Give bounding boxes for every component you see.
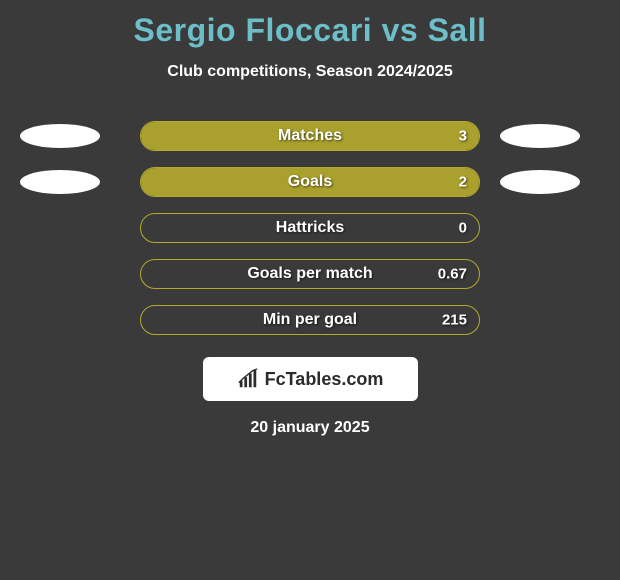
logo-badge[interactable]: FcTables.com <box>203 357 418 401</box>
date-text: 20 january 2025 <box>250 419 369 437</box>
chart-area: Matches 3 Goals 2 Hattricks 0 <box>0 121 620 335</box>
bar-row: Min per goal 215 <box>0 305 620 335</box>
page-subtitle: Club competitions, Season 2024/2025 <box>167 63 452 81</box>
bar-outer: Min per goal 215 <box>140 305 480 335</box>
bar-label: Goals <box>288 173 332 191</box>
bar-row: Goals per match 0.67 <box>0 259 620 289</box>
bar-value: 2 <box>459 174 467 191</box>
page-title: Sergio Floccari vs Sall <box>134 12 487 49</box>
ellipse-left <box>20 170 100 194</box>
chart-icon <box>237 368 259 390</box>
ellipse-right <box>500 170 580 194</box>
bar-row: Hattricks 0 <box>0 213 620 243</box>
bar-label: Hattricks <box>276 219 344 237</box>
ellipse-left <box>20 124 100 148</box>
bar-outer: Matches 3 <box>140 121 480 151</box>
bar-row: Goals 2 <box>0 167 620 197</box>
logo-text: FcTables.com <box>265 369 384 390</box>
main-container: Sergio Floccari vs Sall Club competition… <box>0 0 620 437</box>
bar-value: 215 <box>442 312 467 329</box>
bar-outer: Goals 2 <box>140 167 480 197</box>
bar-row: Matches 3 <box>0 121 620 151</box>
bar-value: 0.67 <box>438 266 467 283</box>
bar-outer: Hattricks 0 <box>140 213 480 243</box>
bar-outer: Goals per match 0.67 <box>140 259 480 289</box>
bar-value: 0 <box>459 220 467 237</box>
bar-label: Min per goal <box>263 311 357 329</box>
bar-label: Matches <box>278 127 342 145</box>
bar-label: Goals per match <box>247 265 372 283</box>
bar-value: 3 <box>459 128 467 145</box>
ellipse-right <box>500 124 580 148</box>
